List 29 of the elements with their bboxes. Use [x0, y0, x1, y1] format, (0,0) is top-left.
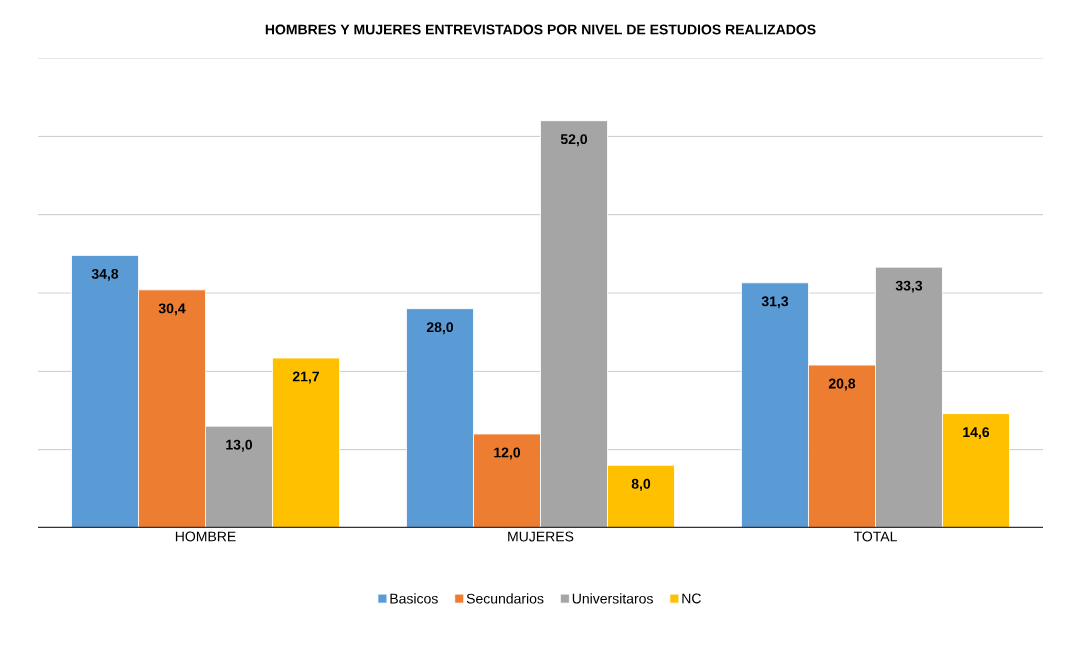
data-label: 28,0 [426, 322, 454, 335]
legend-label: Basicos [390, 593, 438, 604]
data-label: 13,0 [226, 439, 253, 452]
chart-title: HOMBRES Y MUJERES ENTREVISTADOS POR NIVEL DE ESTUDIOS REALIZADOS [265, 24, 816, 35]
bar [942, 413, 1010, 528]
bar [71, 255, 139, 528]
legend-label: NC [682, 593, 701, 604]
x-tick-label: TOTAL [853, 531, 897, 542]
data-label: 8,0 [631, 478, 651, 491]
bar [272, 357, 340, 528]
data-label: 33,3 [895, 280, 923, 293]
data-label: 31,3 [761, 296, 789, 309]
bar [741, 282, 809, 528]
legend-label: Secundarios [466, 593, 544, 604]
legend-label: Universitaros [572, 593, 653, 604]
data-label: 52,0 [560, 134, 588, 147]
data-label: 20,8 [828, 378, 856, 391]
data-label: 30,4 [158, 303, 186, 316]
bar [540, 120, 608, 528]
data-label: 12,0 [494, 447, 521, 460]
x-tick-label: MUJERES [508, 531, 574, 542]
data-label: 34,8 [91, 268, 119, 281]
bar [875, 266, 943, 528]
data-label: 14,6 [963, 427, 990, 440]
data-label: 21,7 [292, 371, 319, 384]
bar [205, 425, 273, 528]
bar [406, 308, 474, 528]
bar [607, 464, 675, 528]
x-tick-label: HOMBRE [175, 531, 236, 542]
